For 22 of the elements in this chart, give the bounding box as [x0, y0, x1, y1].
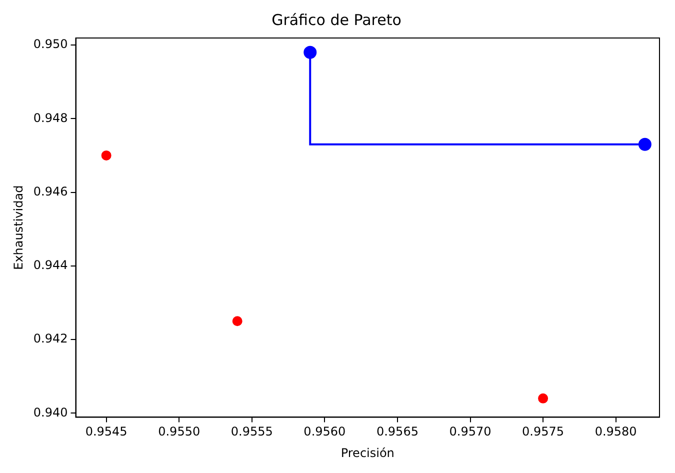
- y-tick-label: 0.948: [33, 110, 68, 125]
- point: [101, 150, 112, 160]
- x-tick-label: 0.9560: [304, 424, 346, 439]
- y-tick-label: 0.944: [33, 258, 68, 272]
- y-tick-label: 0.950: [33, 37, 68, 52]
- point: [232, 316, 242, 326]
- y-axis-title: Exhaustividad: [11, 185, 26, 270]
- point: [304, 46, 317, 59]
- x-tick-label: 0.9555: [230, 424, 273, 439]
- x-tick-label: 0.9570: [449, 424, 492, 439]
- y-tick-label: 0.940: [33, 405, 68, 420]
- point: [538, 393, 548, 404]
- x-tick-label: 0.9545: [85, 424, 128, 439]
- point: [638, 138, 652, 151]
- y-tick-label: 0.942: [33, 332, 68, 346]
- x-tick-label: 0.9575: [522, 424, 564, 439]
- y-tick-label: 0.946: [33, 184, 68, 198]
- x-tick-label: 0.9580: [594, 424, 637, 439]
- x-tick-label: 0.9550: [158, 424, 200, 439]
- chart-title: Gráfico de Pareto: [272, 10, 402, 29]
- x-tick-label: 0.9565: [376, 424, 418, 439]
- x-axis-title: Precisión: [340, 446, 394, 460]
